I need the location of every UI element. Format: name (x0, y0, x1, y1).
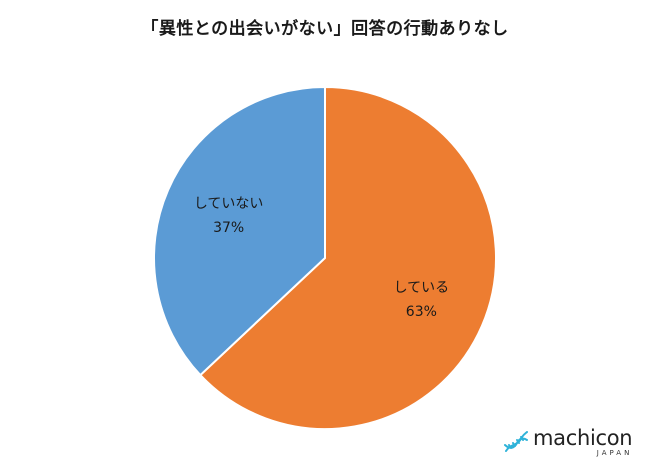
slice-label-1: していない 37% (179, 192, 279, 240)
slice-name: している (393, 279, 450, 296)
logo-subtext: JAPAN (596, 448, 633, 457)
slice-percent: 63% (405, 303, 437, 320)
pie-slice-1 (152, 85, 326, 377)
pie-slice-0 (198, 85, 497, 430)
logo-wordmark: machicon (533, 425, 633, 450)
machicon-logo: machicon JAPAN (503, 424, 633, 460)
dna-helix-icon (504, 431, 528, 452)
slice-percent: 37% (213, 220, 245, 237)
slice-name: していない (193, 196, 264, 213)
slice-label-0: している 63% (371, 276, 471, 324)
chart-title: 「異性との出会いがない」回答の行動ありなし (141, 19, 509, 39)
